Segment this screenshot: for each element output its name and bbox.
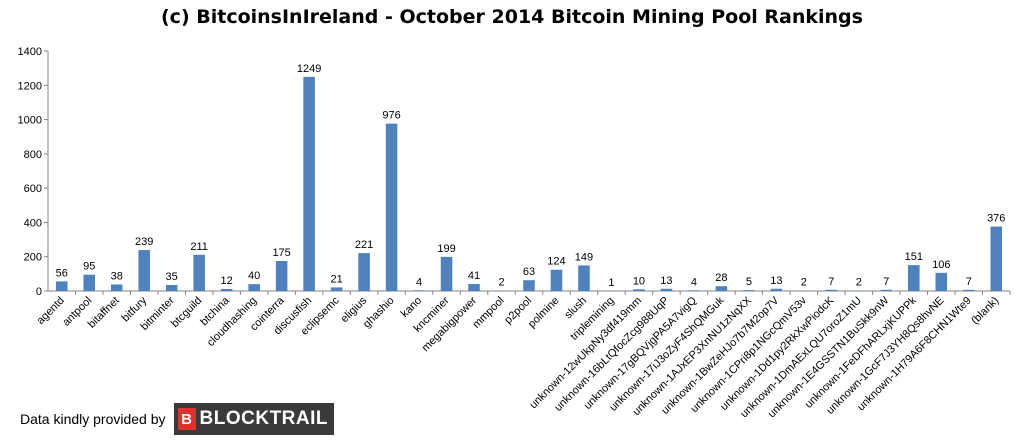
y-tick-label: 1000 bbox=[18, 115, 42, 127]
data-label: 239 bbox=[135, 236, 153, 248]
data-label: 35 bbox=[166, 271, 178, 283]
data-label: 12 bbox=[221, 275, 233, 287]
data-label: 4 bbox=[691, 276, 697, 288]
y-tick-label: 1200 bbox=[18, 80, 42, 92]
data-label: 376 bbox=[987, 213, 1005, 225]
bar bbox=[770, 288, 783, 291]
data-label: 2 bbox=[856, 277, 862, 289]
bar bbox=[358, 253, 370, 291]
bar bbox=[633, 289, 645, 291]
data-label: 40 bbox=[248, 270, 260, 282]
credit: Data kindly provided by B BLOCKTRAIL bbox=[20, 402, 335, 436]
bar bbox=[220, 288, 233, 291]
data-label: 13 bbox=[660, 275, 672, 287]
bar bbox=[55, 281, 68, 291]
data-label: 21 bbox=[330, 273, 342, 285]
bar bbox=[110, 284, 123, 291]
bar bbox=[165, 285, 178, 291]
data-label: 41 bbox=[468, 270, 480, 282]
bar bbox=[743, 290, 755, 291]
bar bbox=[83, 274, 96, 291]
data-label: 13 bbox=[770, 275, 782, 287]
data-label: 976 bbox=[382, 110, 400, 122]
bar bbox=[248, 284, 260, 291]
data-label: 151 bbox=[905, 251, 923, 263]
bar bbox=[962, 289, 975, 291]
bar bbox=[303, 76, 315, 291]
data-label: 7 bbox=[828, 276, 834, 288]
data-label: 106 bbox=[932, 259, 950, 271]
y-tick-label: 800 bbox=[24, 149, 42, 161]
data-label: 221 bbox=[355, 239, 373, 251]
x-tick-label: ghashio bbox=[361, 295, 397, 331]
bar bbox=[523, 280, 535, 291]
data-label: 2 bbox=[801, 277, 807, 289]
data-label: 175 bbox=[272, 247, 290, 259]
blocktrail-logo[interactable]: B BLOCKTRAIL bbox=[173, 403, 335, 435]
data-label: 149 bbox=[575, 251, 593, 263]
data-label: 1 bbox=[608, 277, 614, 289]
bar bbox=[715, 286, 728, 291]
data-label: 10 bbox=[633, 275, 645, 287]
data-label: 4 bbox=[416, 276, 422, 288]
bar bbox=[468, 283, 480, 291]
bar bbox=[990, 226, 1003, 291]
data-label: 211 bbox=[190, 241, 208, 253]
bar bbox=[880, 289, 893, 291]
credit-text: Data kindly provided by bbox=[20, 411, 166, 427]
bar bbox=[550, 269, 563, 291]
data-label: 2 bbox=[498, 277, 504, 289]
bar bbox=[440, 256, 453, 291]
bars bbox=[55, 76, 1003, 291]
bar bbox=[413, 290, 425, 291]
bar bbox=[193, 254, 205, 291]
data-label: 1249 bbox=[297, 63, 321, 75]
x-tick-label: (blank) bbox=[969, 295, 1001, 327]
x-tick-label: btcguild bbox=[169, 295, 204, 330]
y-tick-label: 200 bbox=[24, 252, 42, 264]
data-label: 63 bbox=[523, 266, 535, 278]
y-tick-label: 0 bbox=[36, 286, 42, 298]
bar bbox=[138, 250, 150, 291]
x-tick-label: polmine bbox=[526, 295, 562, 331]
y-tick-label: 400 bbox=[24, 217, 42, 229]
data-label: 38 bbox=[111, 270, 123, 282]
y-tick-label: 600 bbox=[24, 183, 42, 195]
data-label: 28 bbox=[715, 272, 727, 284]
data-label: 95 bbox=[83, 261, 95, 273]
bar bbox=[275, 261, 288, 291]
bar bbox=[935, 272, 948, 291]
chart-title: (c) BitcoinsInIreland - October 2014 Bit… bbox=[161, 6, 863, 28]
blocktrail-logo-text: BLOCKTRAIL bbox=[199, 408, 329, 429]
x-axis bbox=[48, 290, 1011, 295]
data-label: 124 bbox=[547, 256, 565, 268]
data-label: 199 bbox=[437, 243, 455, 255]
data-label: 5 bbox=[746, 276, 752, 288]
data-label: 7 bbox=[966, 276, 972, 288]
y-axis: 0 200 400 600 800 1000 1200 1400 bbox=[18, 46, 49, 298]
bar bbox=[825, 289, 838, 291]
bar bbox=[578, 265, 590, 291]
y-tick-label: 1400 bbox=[18, 46, 42, 58]
bar bbox=[688, 290, 700, 291]
bar bbox=[385, 123, 398, 291]
bar bbox=[908, 265, 920, 291]
bar bbox=[330, 287, 343, 291]
data-label: 7 bbox=[883, 276, 889, 288]
data-label: 56 bbox=[56, 267, 68, 279]
blocktrail-logo-icon: B bbox=[177, 408, 196, 430]
bar bbox=[660, 288, 673, 291]
